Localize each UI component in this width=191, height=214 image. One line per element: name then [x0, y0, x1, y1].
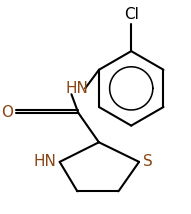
Text: Cl: Cl: [124, 7, 139, 22]
Text: S: S: [143, 154, 153, 169]
Text: HN: HN: [34, 154, 57, 169]
Text: HN: HN: [66, 81, 89, 96]
Text: O: O: [2, 105, 14, 120]
